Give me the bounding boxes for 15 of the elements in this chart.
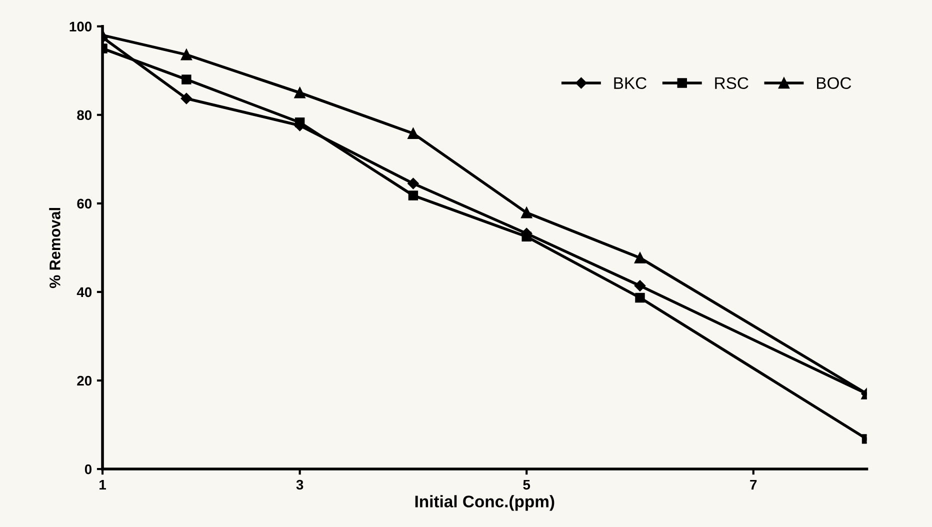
x-axis-title: Initial Conc.(ppm) [415,495,554,511]
y-tick-label: 0 [84,464,92,474]
y-tick-label: 40 [76,287,92,298]
y-tick-label: 100 [70,22,92,32]
x-tick-label: 1 [100,480,106,490]
legend-label: RSC [715,77,748,90]
y-tick-label: 80 [77,110,92,120]
y-axis-title: % Removal [49,208,60,288]
x-tick-label: 5 [523,480,530,490]
legend-label: BKC [614,77,646,90]
y-tick-label: 60 [77,198,92,209]
legend-label: BOC [817,77,852,90]
x-tick-label: 3 [296,480,304,490]
x-tick-label: 7 [750,480,757,490]
y-tick-label: 20 [77,376,92,386]
